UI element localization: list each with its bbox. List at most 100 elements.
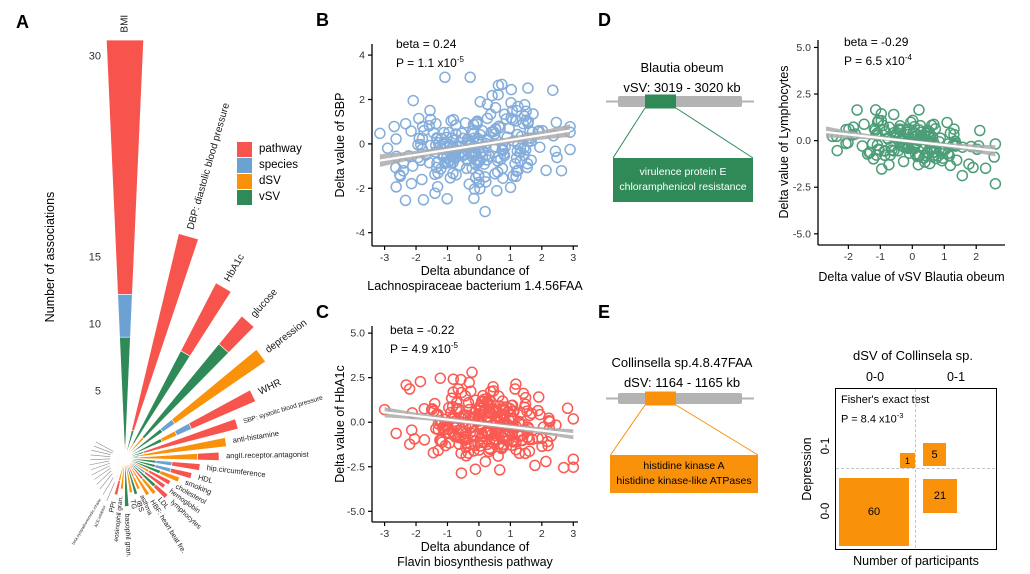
- bar-segment: [114, 456, 123, 459]
- data-point: [510, 378, 522, 390]
- spoke-minor: [95, 441, 123, 457]
- panel-b-stats: beta = 0.24 P = 1.1 x10-5: [396, 36, 464, 71]
- label-leader-line: [99, 473, 113, 490]
- beta-value: beta = -0.29: [844, 35, 909, 49]
- label-leader-line: [90, 454, 111, 458]
- spoke-label: WHR: [257, 377, 283, 397]
- x-tick-label: -1: [443, 528, 452, 540]
- data-point: [883, 121, 895, 134]
- data-point: [462, 447, 475, 459]
- data-point: [496, 78, 508, 91]
- spoke-minor: [90, 454, 123, 459]
- y-tick-label: 4: [359, 50, 365, 62]
- y-tick-label: -2.5: [793, 182, 811, 194]
- bar-segment: [115, 460, 124, 474]
- mosaic-title: dSV of Collinsela sp.: [853, 348, 973, 363]
- bar-segment: [117, 453, 123, 457]
- data-point: [417, 194, 430, 206]
- data-point: [875, 163, 888, 175]
- legend-item: vSV: [237, 189, 302, 205]
- label-leader-line: [90, 462, 110, 471]
- bar-segment: [114, 459, 124, 468]
- genome-bar: [618, 393, 742, 404]
- data-point: [418, 434, 431, 446]
- beta-value: beta = 0.24: [396, 37, 457, 51]
- data-point: [472, 169, 485, 182]
- gene-annotation: histidine kinase-like ATPases: [616, 475, 752, 487]
- mosaic-col-label: 0-0: [865, 370, 885, 384]
- gene-annotation: histidine kinase A: [643, 460, 725, 472]
- spoke-minor: [90, 457, 123, 461]
- bar-segment: [119, 336, 131, 445]
- data-point: [497, 408, 509, 421]
- x-tick-label: 2: [973, 251, 979, 263]
- data-point: [543, 414, 555, 427]
- x-tick-label: 2: [539, 252, 545, 264]
- spoke-label: glucose: [249, 287, 281, 320]
- data-point: [464, 71, 476, 84]
- spoke-minor: [91, 449, 123, 458]
- data-point: [464, 427, 477, 439]
- data-point: [450, 119, 462, 131]
- x-tick-label: -2: [411, 252, 420, 264]
- legend-label: vSV: [259, 191, 281, 203]
- legend-swatch: [237, 189, 252, 205]
- panel-e-mosaic: dSV of Collinsela sp. 0-0 0-1 Depression…: [795, 300, 1030, 574]
- data-point: [430, 118, 442, 130]
- panel-label-d: D: [598, 10, 611, 30]
- bar-segment: [188, 389, 257, 430]
- data-point: [455, 467, 468, 479]
- data-point: [918, 152, 930, 164]
- data-point: [474, 183, 486, 195]
- data-point: [493, 464, 506, 476]
- data-point: [498, 108, 511, 120]
- x-tick-label: -2: [411, 528, 420, 540]
- label-leader-line: [102, 477, 114, 495]
- data-point: [462, 396, 475, 409]
- panel-b-ylabel: Delta value of SBP: [333, 92, 347, 198]
- data-point: [470, 116, 483, 128]
- regression-line: [825, 130, 996, 152]
- bar-segment: [114, 459, 124, 471]
- legend-swatch: [237, 141, 252, 157]
- mosaic-row-label: 0-0: [820, 502, 832, 520]
- bar-segment: [117, 294, 133, 338]
- data-point: [567, 413, 580, 425]
- mosaic-divider-horizontal: [836, 468, 995, 469]
- legend-label: species: [259, 159, 298, 171]
- p-value: P = 1.1 x10-5: [396, 55, 464, 70]
- spoke-label: PPI: [108, 501, 118, 514]
- mosaic-cell-0-1-0-1: 5: [923, 443, 946, 466]
- data-point: [439, 71, 451, 84]
- data-point: [534, 408, 546, 421]
- panel-c: -3 -2 -1 0 1 2 3 -5.0 -2.5 0.0 2.5 5.0 beta = -0.22…: [310, 300, 602, 574]
- mosaic-col-label: 0-1: [946, 370, 966, 384]
- genome-bar: [618, 96, 742, 107]
- data-point: [466, 366, 478, 379]
- zoom-line-left: [612, 107, 646, 159]
- data-point: [564, 143, 576, 156]
- mosaic-cell-0-0-0-0: 60: [839, 478, 909, 546]
- panel-b: -3 -2 -1 0 1 2 3 -4 -2 0 2 4 beta = 0.24 P = 1.1 x1…: [310, 8, 602, 300]
- data-point: [429, 187, 441, 200]
- data-point: [489, 168, 501, 180]
- data-point: [429, 168, 441, 181]
- mosaic-row-label: 0-1: [820, 437, 832, 455]
- bar-segment: [113, 458, 123, 465]
- data-point: [440, 131, 453, 144]
- data-point: [390, 427, 402, 440]
- data-point: [498, 149, 511, 162]
- x-tick-label: 0: [476, 252, 482, 264]
- data-point: [496, 395, 509, 407]
- y-tick-label: 5.0: [350, 328, 365, 340]
- data-point: [567, 453, 580, 465]
- data-point: [416, 173, 428, 186]
- data-point: [388, 120, 400, 133]
- data-point: [521, 161, 533, 174]
- mosaic-cell-0-1-0-0: 1: [900, 453, 915, 468]
- data-point: [540, 455, 552, 468]
- panel-d-scatter-xlabel: Delta value of vSV Blautia obeum: [818, 270, 1005, 284]
- data-point: [446, 400, 459, 413]
- spoke-BMI: BMI: [106, 15, 144, 456]
- radial-axis-tick: 15: [89, 252, 101, 264]
